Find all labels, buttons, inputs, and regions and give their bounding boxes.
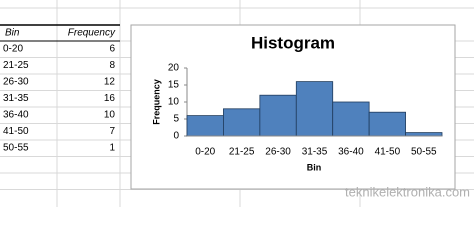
table-cell: 12 bbox=[104, 77, 116, 88]
watermark: teknikelektronika.com bbox=[345, 184, 470, 199]
table-cell: 16 bbox=[104, 93, 116, 104]
x-tick-label: 31-35 bbox=[302, 147, 328, 158]
y-axis-label: Frequency bbox=[151, 79, 161, 125]
bar bbox=[405, 132, 443, 137]
bar bbox=[186, 115, 224, 137]
x-tick-label: 36-40 bbox=[338, 147, 364, 158]
table-cell: 36-40 bbox=[3, 110, 29, 121]
table-cell: 0-20 bbox=[3, 44, 23, 55]
screenshot: Bin Frequency 0-20 6 21-25 8 26-30 12 31-35 16 3… bbox=[0, 0, 474, 207]
bar bbox=[368, 111, 406, 137]
x-tick-label: 41-50 bbox=[375, 147, 401, 158]
table-cell: 1 bbox=[109, 143, 115, 154]
x-tick-label: 0-20 bbox=[195, 147, 215, 158]
bar bbox=[332, 101, 370, 137]
x-tick-label: 21-25 bbox=[229, 147, 255, 158]
plot-area: 0 5 10 15 20 0-20 21-25 26-30 31-35 36-40 41-50 50-… bbox=[168, 63, 443, 158]
table-cell: 6 bbox=[109, 44, 115, 55]
x-tick-label: 26-30 bbox=[265, 147, 291, 158]
y-tick-label: 10 bbox=[168, 97, 180, 108]
table-cell: 7 bbox=[109, 126, 115, 137]
table-header: Bin bbox=[5, 28, 20, 39]
bar bbox=[223, 108, 261, 137]
y-tick-label: 5 bbox=[173, 114, 179, 125]
y-tick-label: 20 bbox=[168, 63, 180, 74]
table-cell: 31-35 bbox=[3, 93, 29, 104]
y-tick-label: 0 bbox=[173, 131, 179, 142]
x-axis-label: Bin bbox=[307, 162, 322, 172]
bar bbox=[259, 94, 297, 137]
table-cell: 41-50 bbox=[3, 126, 29, 137]
table-header: Frequency bbox=[68, 28, 116, 39]
x-tick-label: 50-55 bbox=[411, 147, 437, 158]
y-tick-label: 15 bbox=[168, 80, 180, 91]
table-cell: 21-25 bbox=[3, 60, 29, 71]
table-cell: 8 bbox=[109, 60, 115, 71]
table-body: 0-20 6 21-25 8 26-30 12 31-35 16 36-40 10 41-50 7 50… bbox=[3, 44, 115, 154]
table-cell: 10 bbox=[104, 110, 116, 121]
table-cell: 50-55 bbox=[3, 143, 29, 154]
chart-title: Histogram bbox=[251, 33, 335, 52]
table-cell: 26-30 bbox=[3, 77, 29, 88]
bar bbox=[295, 81, 334, 137]
